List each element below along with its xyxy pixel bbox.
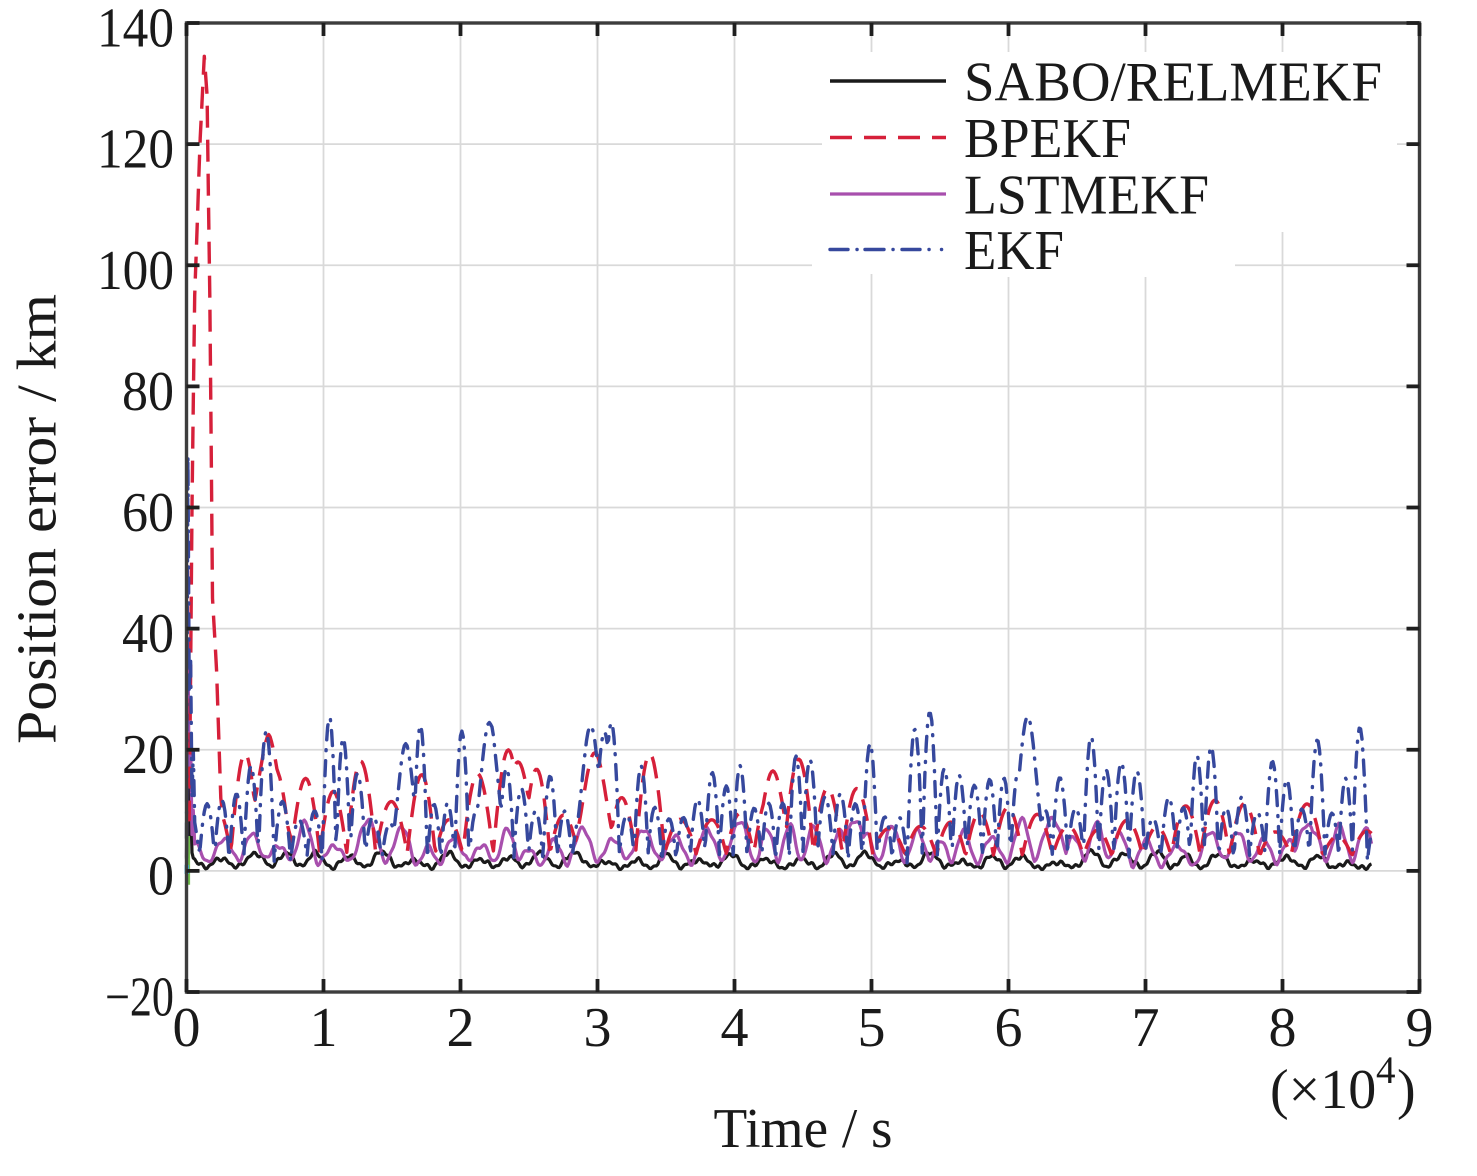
svg-text:7: 7 [1132,997,1160,1059]
svg-text:LSTMEKF: LSTMEKF [964,165,1209,227]
svg-text:0: 0 [173,997,201,1059]
svg-text:60: 60 [122,482,174,544]
svg-text:100: 100 [97,240,174,302]
svg-text:120: 120 [97,119,174,181]
svg-text:Time / s: Time / s [714,1098,893,1160]
svg-text:−20: −20 [105,967,174,1029]
svg-text:8: 8 [1269,997,1297,1059]
svg-text:EKF: EKF [964,220,1064,282]
svg-text:SABO/RELMEKF: SABO/RELMEKF [964,52,1382,114]
svg-text:40: 40 [122,603,174,665]
svg-text:9: 9 [1406,997,1434,1059]
svg-text:140: 140 [97,0,174,60]
svg-text:3: 3 [584,997,612,1059]
svg-text:2: 2 [447,997,475,1059]
svg-text:80: 80 [122,361,174,423]
svg-text:4: 4 [721,997,749,1059]
svg-text:(×10: (×10 [1270,1059,1376,1121]
svg-text:5: 5 [858,997,886,1059]
svg-text:Position error / km: Position error / km [7,294,69,744]
svg-text:6: 6 [995,997,1023,1059]
svg-text:1: 1 [310,997,338,1059]
svg-text:): ) [1397,1059,1416,1121]
svg-text:BPEKF: BPEKF [964,108,1131,170]
svg-text:0: 0 [148,845,174,907]
svg-text:20: 20 [122,724,174,786]
